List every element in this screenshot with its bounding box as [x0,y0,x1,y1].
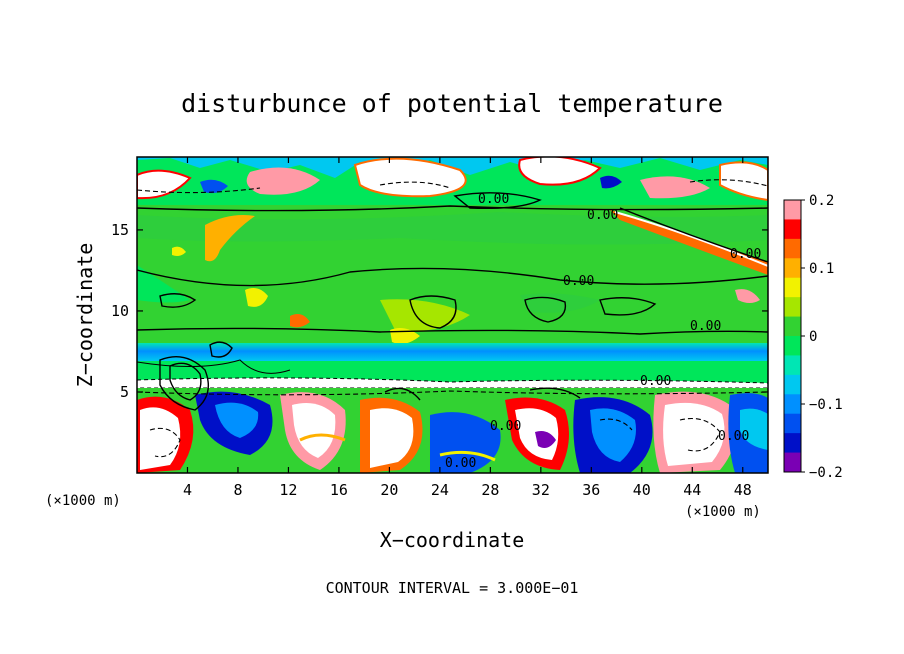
colorbar-swatch [784,277,801,298]
band-cool-layer [137,343,768,361]
x-tick-label: 36 [582,481,600,499]
contour-label: 0.00 [690,319,721,334]
colorbar-swatch [784,336,801,356]
colorbar-swatch [784,433,801,454]
contour-label: 0.00 [490,419,521,434]
colorbar-swatch [784,374,801,395]
contour-label: 0.00 [587,208,618,223]
x-tick-label: 16 [330,481,348,499]
x-tick-label: 48 [734,481,752,499]
colorbar-swatch [784,219,801,240]
colorbar-tick-label: 0 [809,329,817,345]
colorbar-tick-label: 0.1 [809,261,834,277]
y-axis: 5 10 15 [111,221,768,401]
chart-title: disturbunce of potential temperature [181,89,723,118]
y-tick-label: 15 [111,221,129,239]
x-tick-label: 28 [481,481,499,499]
colorbar-swatch [784,200,801,220]
contour-label: 0.00 [640,374,671,389]
contour-label: 0.00 [730,247,761,262]
x-tick-label: 4 [183,481,192,499]
colorbar-swatch [784,238,801,259]
colorbar-swatch [784,316,801,337]
colorbar-swatch [784,258,801,279]
x-tick-label: 40 [633,481,651,499]
x-tick-label: 12 [279,481,297,499]
contour-label: 0.00 [478,192,509,207]
y-tick-label: 10 [111,302,129,320]
x-unit-right: (×1000 m) [685,504,761,520]
x-tick-label: 8 [233,481,242,499]
y-tick-label: 5 [120,383,129,401]
contour-lines [137,192,768,411]
colorbar-swatch [784,452,801,473]
x-unit-left: (×1000 m) [45,493,121,509]
colorbar-tick-label: −0.1 [809,397,843,413]
x-axis: 4 8 12 16 20 24 28 32 36 40 44 48 [183,157,752,499]
dashed-contours [137,179,768,458]
contour-label: 0.00 [718,429,749,444]
contour-label: 0.00 [445,456,476,471]
x-axis-title: X−coordinate [380,528,525,552]
colorbar-swatch [784,297,801,318]
colorbar-tick-label: −0.2 [809,465,843,481]
x-tick-label: 44 [683,481,701,499]
middle-patches [137,210,768,344]
plot-area: 0.00 0.00 0.00 0.00 0.00 0.00 0.00 0.00 … [137,157,768,473]
plot-frame [136,156,769,474]
colorbar-frame [783,199,802,473]
colorbar-swatch [784,394,801,415]
x-tick-label: 32 [532,481,550,499]
colorbar-swatch [784,413,801,434]
colorbar: 0.2 0.1 0 −0.1 −0.2 [784,193,843,481]
colorbar-tick-label: 0.2 [809,193,834,209]
x-tick-label: 24 [431,481,449,499]
colorbar-swatch [784,355,801,376]
contour-labels: 0.00 0.00 0.00 0.00 0.00 0.00 0.00 0.00 … [445,192,761,471]
x-tick-label: 20 [380,481,398,499]
y-axis-title: Z−coordinate [73,243,97,388]
contour-label: 0.00 [563,274,594,289]
lower-turbulence-patches [137,391,768,473]
contour-interval-note: CONTOUR INTERVAL = 3.000E−01 [326,579,579,597]
